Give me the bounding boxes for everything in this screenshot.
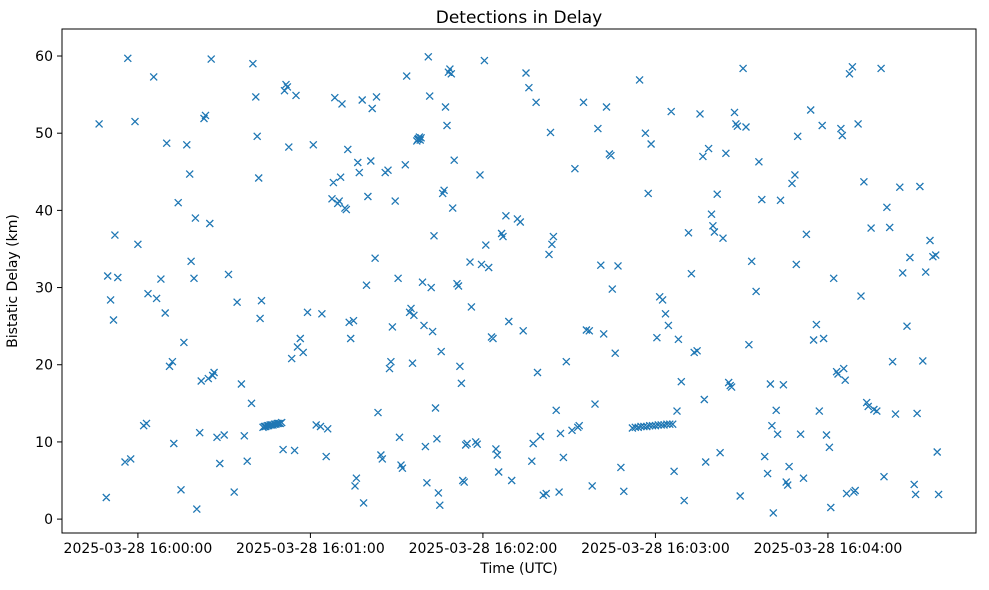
x-tick-label: 2025-03-28 16:02:00 bbox=[409, 541, 558, 557]
x-tick-label: 2025-03-28 16:03:00 bbox=[581, 541, 730, 557]
y-tick-label: 0 bbox=[44, 512, 53, 528]
x-tick-label: 2025-03-28 16:00:00 bbox=[64, 541, 213, 557]
scatter-markers bbox=[95, 52, 943, 517]
y-tick-label: 60 bbox=[35, 49, 53, 65]
x-axis-ticks: 2025-03-28 16:00:00 2025-03-28 16:01:00 20… bbox=[64, 533, 903, 557]
y-tick-label: 50 bbox=[35, 126, 53, 142]
chart-title: Detections in Delay bbox=[436, 8, 603, 28]
y-tick-label: 30 bbox=[35, 281, 53, 297]
x-axis-label: Time (UTC) bbox=[479, 561, 557, 577]
x-tick-label: 2025-03-28 16:01:00 bbox=[236, 541, 385, 557]
scatter-series bbox=[95, 52, 943, 517]
y-tick-label: 20 bbox=[35, 358, 53, 374]
y-tick-label: 40 bbox=[35, 203, 53, 219]
x-tick-label: 2025-03-28 16:04:00 bbox=[754, 541, 903, 557]
y-axis-ticks: 0 10 20 30 40 50 60 bbox=[35, 49, 62, 528]
plot-area-background bbox=[62, 29, 976, 533]
y-tick-label: 10 bbox=[35, 435, 53, 451]
y-axis-label: Bistatic Delay (km) bbox=[5, 214, 21, 348]
axes-frame bbox=[61, 28, 977, 534]
